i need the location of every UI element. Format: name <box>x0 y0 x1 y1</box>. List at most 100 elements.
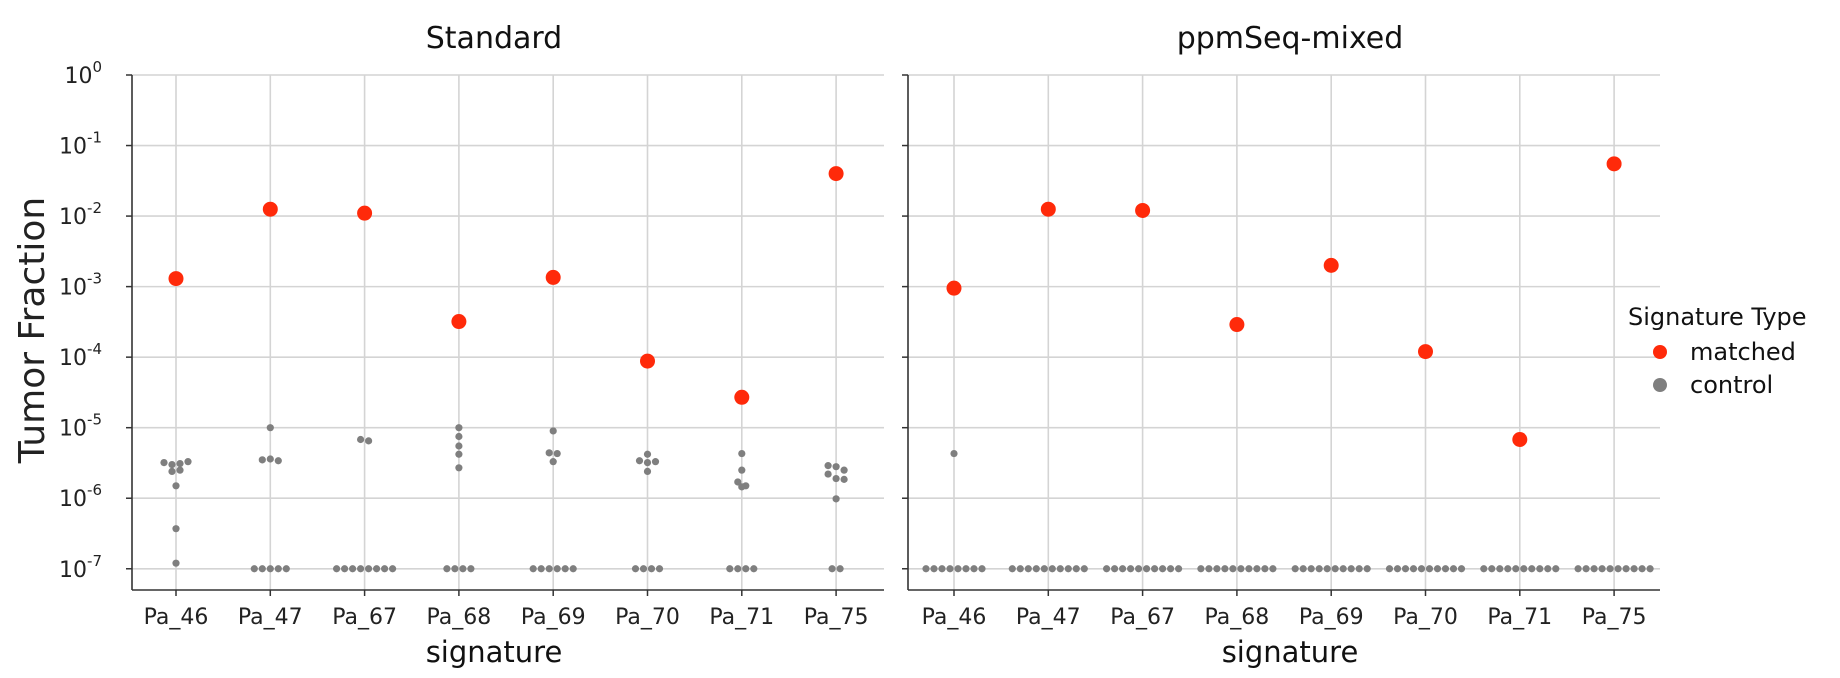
control-point <box>455 464 463 472</box>
control-point <box>455 424 463 432</box>
control-point <box>266 565 274 573</box>
matched-point <box>1606 156 1622 172</box>
control-point <box>455 442 463 450</box>
control-point <box>455 450 463 458</box>
control-point <box>1159 565 1167 573</box>
control-point <box>1237 565 1245 573</box>
matched-point <box>1135 202 1151 218</box>
control-point <box>381 565 389 573</box>
control-point <box>1504 565 1512 573</box>
control-point <box>1433 565 1442 573</box>
control-point <box>954 565 962 573</box>
control-point <box>1339 565 1347 573</box>
markers <box>922 156 1654 573</box>
control-point <box>1056 565 1064 573</box>
y-tick-label: 10-5 <box>59 411 102 442</box>
axes: Pa_46 Pa_47 Pa_67 Pa_68 Pa_69 Pa_70 Pa_71 Pa_75 <box>902 74 1660 630</box>
control-point <box>1143 565 1151 573</box>
control-point <box>1291 565 1299 573</box>
control-point <box>1574 565 1582 573</box>
control-point <box>537 565 545 573</box>
control-point <box>970 565 978 573</box>
control-point <box>1213 565 1221 573</box>
control-point <box>647 565 656 573</box>
control-point <box>938 565 946 573</box>
matched-point <box>946 280 962 296</box>
control-point <box>1024 565 1032 573</box>
control-point <box>734 478 742 486</box>
x-tick-label: Pa_47 <box>1016 605 1081 630</box>
y-tick-label: 10-6 <box>59 481 102 512</box>
control-point <box>282 565 290 573</box>
control-point <box>1409 565 1418 573</box>
control-point <box>1622 565 1630 573</box>
y-tick-label: 10-2 <box>59 199 102 230</box>
control-point <box>651 458 660 466</box>
control-point <box>1488 565 1496 573</box>
control-point <box>1135 565 1143 573</box>
matched-point <box>1512 432 1528 448</box>
control-point <box>1646 565 1654 573</box>
x-tick-label: Pa_67 <box>332 605 397 630</box>
panel-standard: Standard signature 10010-110-210-310-410… <box>59 21 884 669</box>
legend: Signature Type matched control <box>1628 303 1807 399</box>
x-tick-label: Pa_75 <box>804 605 869 630</box>
control-point <box>1598 565 1606 573</box>
legend-marker-matched <box>1653 345 1667 359</box>
control-point <box>1016 565 1024 573</box>
x-tick-label: Pa_68 <box>1205 605 1270 630</box>
control-point <box>643 458 652 467</box>
x-tick-label: Pa_69 <box>1299 605 1364 630</box>
control-point <box>1496 565 1504 573</box>
control-point <box>1512 565 1520 573</box>
control-point <box>840 466 848 474</box>
control-point <box>168 467 176 476</box>
grid <box>132 74 884 590</box>
control-point <box>832 463 840 471</box>
panel-title-standard: Standard <box>426 21 562 56</box>
matched-point <box>168 271 184 287</box>
control-point <box>738 483 746 491</box>
control-point <box>1040 565 1048 573</box>
control-point <box>1048 565 1056 573</box>
control-point <box>341 565 349 573</box>
control-point <box>549 427 557 435</box>
matched-point <box>1323 257 1339 273</box>
y-tick-label: 100 <box>64 58 102 89</box>
control-point <box>1245 565 1253 573</box>
x-axis-label-ppmseq-mixed: signature <box>1222 635 1359 669</box>
panel-title-ppmseq-mixed: ppmSeq-mixed <box>1177 21 1404 56</box>
control-point <box>274 565 282 573</box>
control-point <box>168 460 176 469</box>
control-point <box>1457 565 1466 573</box>
control-point <box>1064 565 1072 573</box>
matched-point <box>357 205 373 221</box>
control-point <box>978 565 986 573</box>
panel-ppmseq-mixed: ppmSeq-mixed signature Pa_46 Pa_47 Pa_67 Pa… <box>902 21 1660 669</box>
control-point <box>553 565 561 573</box>
control-point <box>824 462 832 470</box>
control-point <box>357 565 365 573</box>
control-point <box>742 565 750 573</box>
control-point <box>1638 565 1646 573</box>
matched-point <box>734 389 750 405</box>
matched-point <box>828 166 844 182</box>
control-point <box>840 475 848 483</box>
legend-label-matched: matched <box>1690 338 1796 366</box>
control-point <box>365 437 373 445</box>
x-axis-label-standard: signature <box>426 635 563 669</box>
x-tick-label: Pa_70 <box>615 605 680 630</box>
control-point <box>1072 565 1080 573</box>
y-tick-label: 10-4 <box>59 340 102 371</box>
control-point <box>824 470 832 478</box>
control-point <box>832 474 840 483</box>
control-point <box>1544 565 1552 573</box>
control-point <box>274 457 282 465</box>
control-point <box>1606 565 1614 573</box>
control-point <box>373 565 381 573</box>
control-point <box>828 565 836 573</box>
control-point <box>545 565 553 573</box>
control-point <box>1167 565 1175 573</box>
control-point <box>1111 565 1119 573</box>
